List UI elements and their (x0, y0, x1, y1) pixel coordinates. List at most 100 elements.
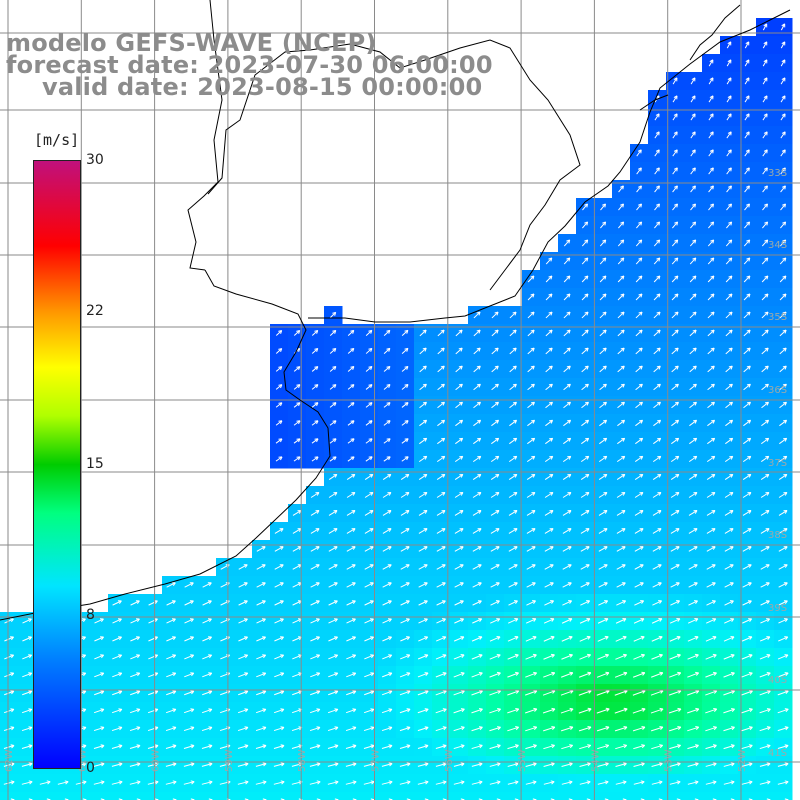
wind-arrow (689, 401, 697, 409)
wind-arrow (382, 510, 392, 516)
wind-arrow (636, 221, 643, 229)
wind-arrow (509, 365, 517, 373)
wind-arrow (689, 329, 697, 337)
wind-arrow (635, 437, 644, 445)
wind-arrow (672, 95, 678, 103)
wind-arrow (706, 455, 716, 463)
wind-cell (738, 792, 757, 800)
wind-arrow (473, 401, 481, 409)
wind-arrow (725, 383, 733, 391)
wind-arrow (760, 473, 770, 480)
wind-arrow (563, 437, 572, 445)
wind-arrow (526, 491, 536, 498)
wind-arrow (779, 419, 788, 427)
wind-arrow (311, 384, 319, 390)
wind-arrow (670, 455, 680, 463)
wind-arrow (779, 383, 787, 391)
wind-cell (36, 792, 55, 800)
wind-arrow (418, 510, 428, 516)
wind-arrow (329, 366, 337, 372)
wind-cell (108, 792, 127, 800)
wind-arrow (617, 437, 626, 445)
wind-arrow (635, 401, 643, 409)
wind-arrow (654, 149, 660, 157)
wind-arrow (545, 329, 553, 337)
wind-arrow (275, 420, 283, 426)
wind-arrow (761, 347, 769, 355)
wind-arrow (455, 383, 463, 391)
latitude-label: 33S (768, 168, 787, 179)
wind-arrow (526, 473, 536, 480)
wind-arrow (762, 59, 768, 67)
wind-arrow (563, 347, 571, 355)
wind-vectors (3, 23, 789, 800)
wind-arrow (311, 366, 319, 372)
wind-arrow (275, 384, 283, 390)
wind-arrow (562, 491, 572, 498)
wind-arrow (329, 384, 337, 390)
wind-arrow (383, 347, 391, 354)
wind-arrow (328, 491, 338, 498)
wind-arrow (527, 419, 536, 427)
wind-arrow (400, 491, 410, 498)
wind-arrow (654, 185, 660, 193)
wind-cell (666, 792, 685, 800)
wind-arrow (509, 311, 517, 319)
wind-arrow (706, 491, 716, 498)
wind-arrow (762, 131, 768, 139)
wind-cell (612, 792, 631, 800)
wind-arrow (726, 95, 732, 103)
wind-arrow (778, 473, 788, 480)
wind-arrow (744, 203, 751, 211)
wind-arrow (744, 59, 750, 67)
wind-cell (540, 792, 559, 800)
wind-arrow (689, 293, 697, 301)
wind-arrow (419, 365, 427, 373)
wind-arrow (364, 491, 374, 498)
wind-cell (522, 792, 541, 800)
latitude-label: 34S (768, 240, 787, 251)
wind-arrow (544, 473, 554, 480)
wind-arrow (581, 365, 589, 373)
wind-arrow (780, 59, 786, 67)
wind-arrow (472, 473, 482, 480)
wind-arrow (636, 149, 642, 157)
wind-arrow (653, 311, 661, 319)
wind-arrow (580, 473, 590, 480)
wind-arrow (670, 473, 680, 480)
wind-arrow (365, 366, 373, 372)
wind-arrow (780, 77, 786, 85)
wind-arrow (635, 257, 643, 265)
wind-arrow (383, 456, 391, 462)
wind-cell (162, 792, 181, 800)
wind-cell (720, 792, 739, 800)
wind-arrow (652, 455, 662, 463)
wind-arrow (544, 491, 554, 498)
wind-arrow (653, 293, 661, 301)
wind-arrow (688, 491, 698, 498)
wind-arrow (329, 329, 337, 336)
wind-cell (684, 792, 703, 800)
longitude-label: 59W (224, 749, 235, 772)
wind-arrow (545, 365, 553, 373)
wind-arrow (419, 329, 427, 337)
wind-arrow (672, 77, 678, 85)
wind-arrow (329, 420, 337, 426)
wind-arrow (744, 185, 750, 193)
wind-arrow (653, 239, 661, 247)
wind-arrow (690, 167, 696, 175)
wind-arrow (761, 419, 770, 427)
wind-arrow (725, 275, 733, 283)
wind-arrow (563, 239, 571, 247)
wind-arrow (779, 293, 787, 301)
wind-arrow (293, 420, 301, 426)
wind-arrow (275, 438, 283, 444)
wind-arrow (744, 149, 750, 157)
wind-arrow (779, 365, 787, 373)
wind-arrow (418, 455, 428, 463)
wind-arrow (726, 221, 733, 229)
wind-arrow (436, 455, 446, 463)
wind-cell (504, 792, 523, 800)
wind-arrow (563, 257, 571, 265)
wind-arrow (491, 437, 500, 445)
